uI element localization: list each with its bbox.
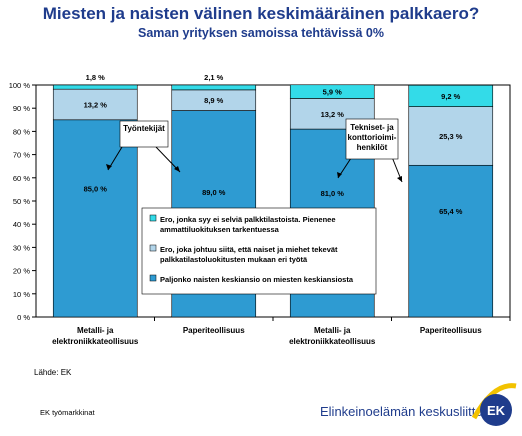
data-label: 65,4 % (439, 207, 463, 216)
data-label: 85,0 % (84, 184, 108, 193)
y-tick-label: 60 % (13, 174, 30, 183)
arrowhead-icon (337, 172, 342, 178)
legend-box (141, 207, 377, 295)
footer-label: EK työmarkkinat (40, 408, 95, 417)
y-tick-label: 0 % (17, 313, 30, 322)
data-label: 5,9 % (323, 88, 343, 97)
x-tick-label: Metalli- ja (77, 326, 114, 335)
y-tick-label: 80 % (13, 127, 30, 136)
bar-segment-top (52, 84, 138, 90)
bar-segment-top (171, 84, 257, 91)
bar-segment-top (289, 84, 375, 99)
arrowhead-icon (397, 176, 402, 182)
y-tick-label: 10 % (13, 290, 30, 299)
legend-label: ammattiluokituksen tarkentuessa (160, 225, 280, 234)
data-label: 89,0 % (202, 188, 226, 197)
bar-segment-middle (52, 88, 138, 121)
y-tick-label: 70 % (13, 151, 30, 160)
ek-logo-icon: EK (471, 383, 517, 426)
arrowhead-icon (106, 164, 112, 170)
chart-subtitle: Saman yrityksen samoissa tehtävissä 0% (138, 26, 384, 40)
annotation-text: Tekniset- ja (350, 123, 394, 132)
data-label: 9,2 % (441, 92, 461, 101)
svg-text:EK: EK (487, 403, 506, 418)
bar-segment-bottom (52, 119, 138, 318)
bar-segment-middle (408, 106, 494, 166)
legend-swatch-bottom (149, 274, 157, 282)
y-tick-label: 30 % (13, 243, 30, 252)
chart-title: Miesten ja naisten välinen keskimääräine… (42, 4, 480, 23)
legend-label: Paljonko naisten keskiansio on miesten k… (160, 275, 354, 284)
annotation-text: konttorioimi- (348, 133, 397, 142)
annotation-box (119, 120, 169, 148)
legend-swatch-top (149, 214, 157, 222)
annotation-box (345, 118, 399, 160)
annotation-text: henkilöt (357, 143, 388, 152)
y-tick-label: 40 % (13, 220, 30, 229)
arrowhead-icon (174, 166, 180, 172)
y-tick-label: 50 % (13, 197, 30, 206)
data-label: 8,9 % (204, 96, 224, 105)
data-label: 2,1 % (204, 73, 224, 82)
y-tick-label: 100 % (9, 81, 31, 90)
data-label: 13,2 % (321, 110, 345, 119)
brand-name: Elinkeinoelämän keskusliitto (320, 404, 483, 419)
annotation-text: Työntekijät (123, 124, 165, 133)
legend-label: Ero, joka johtuu siitä, että naiset ja m… (160, 245, 338, 254)
legend-label: Ero, jonka syy ei selviä palkktilastoist… (160, 215, 336, 224)
legend-label: palkkatilastoluokitusten mukaan eri työt… (160, 255, 308, 264)
data-label: 13,2 % (84, 100, 108, 109)
bar-segment-top (408, 84, 494, 107)
legend-swatch-middle (149, 244, 157, 252)
x-tick-label: elektroniikkateollisuus (52, 337, 139, 346)
source-note: Lähde: EK (34, 368, 72, 377)
y-tick-label: 90 % (13, 104, 30, 113)
x-tick-label: Metalli- ja (314, 326, 351, 335)
x-tick-label: Paperiteollisuus (420, 326, 482, 335)
bar-segment-bottom (408, 164, 494, 318)
x-tick-label: elektroniikkateollisuus (289, 337, 376, 346)
data-label: 25,3 % (439, 132, 463, 141)
data-label: 81,0 % (321, 189, 345, 198)
y-tick-label: 20 % (13, 267, 30, 276)
x-tick-label: Paperiteollisuus (183, 326, 245, 335)
data-label: 1,8 % (86, 73, 106, 82)
